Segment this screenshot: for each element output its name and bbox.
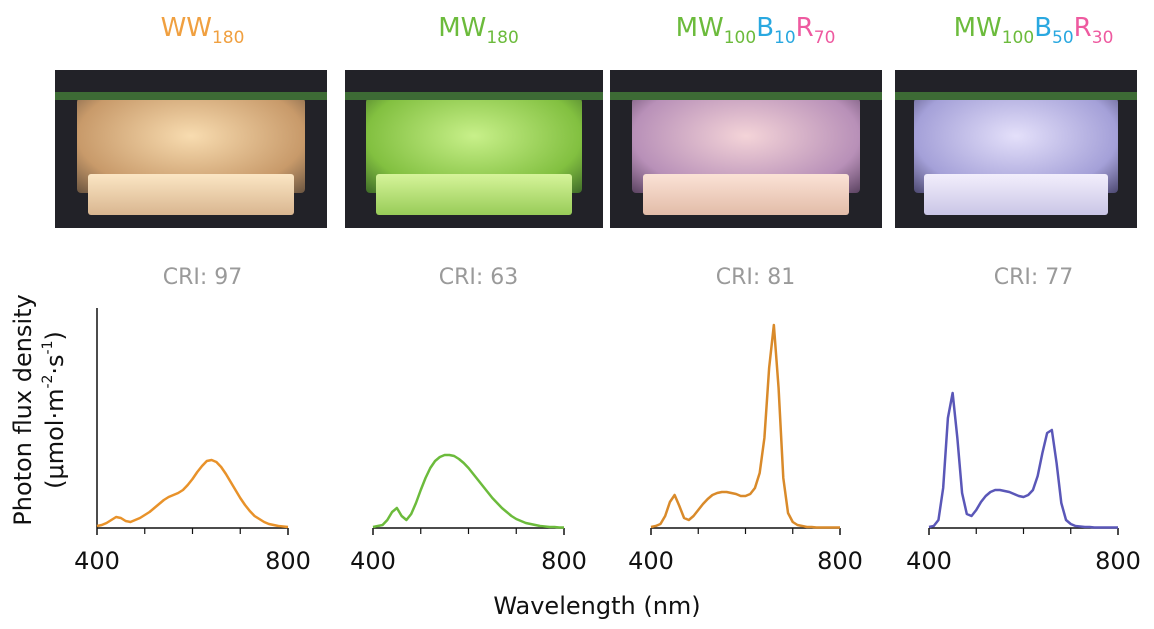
title-part: 70 — [814, 28, 836, 48]
panel-title: WW180 — [161, 13, 245, 49]
title-part: 50 — [1052, 28, 1074, 48]
photo — [610, 70, 882, 228]
x-tick-label: 800 — [541, 547, 587, 575]
title-part: 100 — [724, 28, 756, 48]
label-part: ·s — [41, 354, 69, 374]
photo — [55, 70, 327, 228]
title-part: MW — [676, 13, 724, 43]
cri-label: CRI: 63 — [439, 265, 519, 290]
y-axis-label: Photon flux density — [9, 294, 37, 525]
cri-label: CRI: 97 — [163, 265, 243, 290]
y-axis-label: (μmol·m-2·s-1) — [40, 331, 69, 489]
x-tick-label: 800 — [817, 547, 863, 575]
x-tick-label: 800 — [1095, 547, 1141, 575]
label-part: -1 — [40, 340, 56, 354]
label-part: -2 — [40, 375, 56, 389]
title-part: 30 — [1092, 28, 1114, 48]
title-part: B — [1034, 13, 1052, 43]
title-part: B — [756, 13, 774, 43]
x-tick-label: 400 — [906, 547, 952, 575]
title-part: MW — [438, 13, 486, 43]
title-part: R — [796, 13, 814, 43]
x-tick-label: 400 — [74, 547, 120, 575]
x-axis-label: Wavelength (nm) — [493, 592, 700, 620]
label-part: ) — [41, 331, 69, 340]
title-part: 180 — [486, 28, 518, 48]
title-part: MW — [954, 13, 1002, 43]
spectrum-line — [928, 391, 1118, 529]
x-tick-label: 800 — [265, 547, 311, 575]
title-part: WW — [161, 13, 212, 43]
label-part: (μmol·m — [41, 389, 69, 489]
panel-title: MW100B50R30 — [954, 13, 1114, 49]
cri-label: CRI: 77 — [994, 265, 1074, 290]
panel-title: MW180 — [438, 13, 519, 49]
title-part: 10 — [774, 28, 796, 48]
cri-label: CRI: 81 — [716, 265, 796, 290]
x-tick-label: 400 — [350, 547, 396, 575]
panel-title: MW100B10R70 — [676, 13, 836, 49]
spectrum-line — [372, 453, 564, 529]
label-part: Photon flux density — [9, 294, 37, 525]
spectrum-line — [650, 323, 840, 529]
photo — [895, 70, 1137, 228]
title-part: 100 — [1002, 28, 1034, 48]
title-part: R — [1074, 13, 1092, 43]
photo — [345, 70, 603, 228]
spectrum-line — [96, 458, 289, 529]
x-tick-label: 400 — [628, 547, 674, 575]
title-part: 180 — [212, 28, 244, 48]
